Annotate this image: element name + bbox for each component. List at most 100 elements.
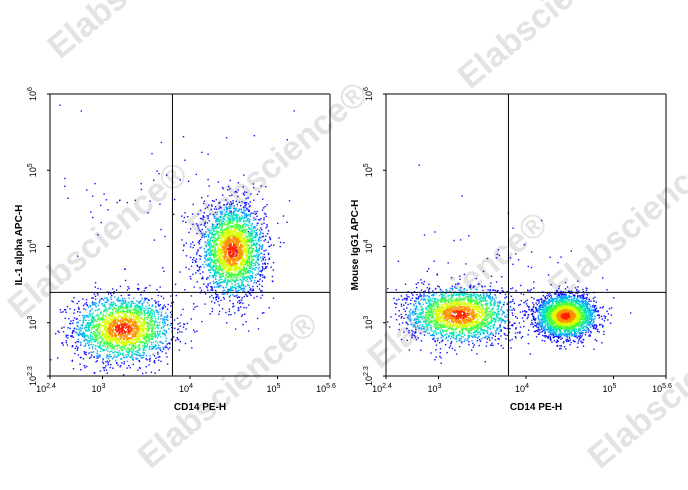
- event-dot: [125, 348, 128, 351]
- event-dot: [107, 332, 110, 335]
- event-dot: [250, 235, 252, 237]
- event-dot: [237, 232, 239, 234]
- event-dot: [207, 217, 209, 220]
- event-dot: [99, 336, 101, 339]
- event-dot: [92, 317, 94, 319]
- event-dot: [223, 233, 225, 235]
- event-dot: [124, 336, 126, 338]
- event-dot: [65, 334, 67, 336]
- event-dot: [199, 238, 202, 241]
- event-dot: [107, 338, 110, 341]
- event-dot: [133, 349, 135, 351]
- event-dot: [113, 322, 115, 324]
- event-dot: [227, 238, 229, 240]
- event-dot: [242, 242, 245, 245]
- event-dot: [177, 338, 180, 341]
- event-dot: [225, 264, 227, 266]
- event-dot: [115, 312, 117, 315]
- event-dot: [227, 241, 230, 243]
- event-dot: [121, 362, 123, 364]
- event-dot: [151, 345, 153, 348]
- event-dot: [496, 301, 499, 303]
- event-dot: [92, 318, 95, 320]
- event-dot: [154, 344, 157, 346]
- event-dot: [177, 323, 179, 325]
- event-dot: [125, 313, 127, 315]
- event-dot: [258, 247, 261, 249]
- event-dot: [117, 316, 119, 318]
- event-dot: [214, 225, 216, 228]
- event-dot: [129, 348, 132, 351]
- event-dot: [134, 308, 136, 310]
- event-dot: [222, 194, 224, 196]
- event-dot: [265, 215, 267, 218]
- event-dot: [132, 316, 135, 318]
- event-dot: [95, 315, 97, 317]
- event-dot: [109, 330, 111, 332]
- event-dot: [250, 255, 252, 257]
- event-dot: [233, 217, 235, 219]
- event-dot: [223, 209, 226, 211]
- event-dot: [245, 220, 247, 222]
- event-dot: [240, 211, 243, 213]
- event-dot: [245, 209, 247, 212]
- event-dot: [237, 257, 239, 259]
- event-dot: [217, 300, 219, 303]
- event-dot: [241, 252, 244, 254]
- event-dot: [213, 241, 216, 243]
- event-dot: [231, 229, 233, 231]
- event-dot: [231, 269, 233, 271]
- event-dot: [136, 300, 138, 302]
- event-dot: [96, 336, 98, 338]
- event-dot: [234, 224, 237, 226]
- event-dot: [116, 338, 118, 341]
- event-dot: [94, 318, 96, 321]
- event-dot: [228, 252, 231, 254]
- event-dot: [252, 273, 254, 275]
- event-dot: [116, 324, 119, 327]
- event-dot: [114, 339, 116, 341]
- event-dot: [245, 234, 247, 237]
- event-dot: [139, 305, 141, 308]
- event-dot: [99, 333, 101, 335]
- event-dot: [137, 327, 140, 329]
- event-dot: [157, 318, 159, 320]
- event-dot: [122, 374, 125, 376]
- event-dot: [119, 346, 121, 348]
- event-dot: [150, 310, 152, 312]
- event-dot: [240, 264, 242, 266]
- event-dot: [119, 312, 122, 314]
- event-dot: [118, 327, 121, 330]
- event-dot: [212, 264, 215, 267]
- event-dot: [209, 246, 211, 249]
- event-dot: [138, 310, 140, 313]
- event-dot: [201, 234, 204, 236]
- event-dot: [128, 325, 130, 328]
- event-dot: [259, 244, 261, 247]
- event-dot: [251, 245, 253, 247]
- event-dot: [267, 252, 270, 254]
- event-dot: [208, 229, 210, 232]
- event-dot: [134, 347, 136, 349]
- event-dot: [218, 237, 220, 239]
- y-tick-label: 105: [27, 163, 38, 177]
- event-dot: [97, 316, 100, 318]
- event-dot: [131, 334, 133, 336]
- event-dot: [93, 316, 95, 318]
- event-dot: [216, 226, 218, 228]
- event-dot: [111, 328, 113, 331]
- event-dot: [256, 233, 258, 235]
- event-dot: [137, 283, 139, 286]
- event-dot: [136, 337, 138, 339]
- event-dot: [250, 240, 252, 242]
- event-dot: [237, 210, 239, 213]
- event-dot: [261, 312, 264, 314]
- event-dot: [215, 293, 217, 296]
- event-dot: [89, 321, 92, 324]
- event-dot: [65, 340, 67, 342]
- event-dot: [115, 308, 118, 310]
- event-dot: [125, 305, 128, 307]
- event-dot: [227, 269, 229, 271]
- event-dot: [104, 343, 106, 345]
- event-dot: [225, 206, 227, 209]
